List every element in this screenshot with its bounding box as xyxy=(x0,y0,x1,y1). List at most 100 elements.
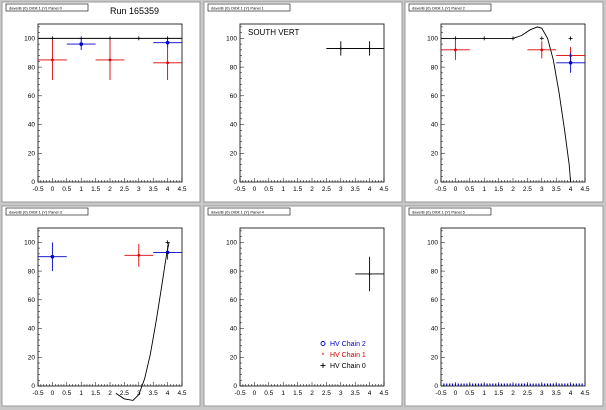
x-tick-label: 1.5 xyxy=(293,186,302,193)
legend-entry: HV Chain 0 xyxy=(320,363,366,370)
y-tick-label: 20 xyxy=(28,150,36,157)
chain0-point xyxy=(482,36,487,41)
x-tick-label: 2 xyxy=(310,186,314,193)
pad-background xyxy=(203,205,403,407)
legend-entry: HV Chain 2 xyxy=(320,341,366,348)
chain0-point xyxy=(568,36,573,41)
baseline-dot xyxy=(555,383,557,386)
pad-title-box: daverB (0) Orbit 1 (Y) Panel 5 xyxy=(408,207,492,216)
y-tick-label: 100 xyxy=(427,240,438,247)
legend-label: HV Chain 1 xyxy=(330,352,366,359)
y-tick-label: 0 xyxy=(434,383,438,390)
y-tick-label: 20 xyxy=(431,354,439,361)
star-marker xyxy=(166,61,170,65)
y-tick-label: 20 xyxy=(230,150,238,157)
x-tick-label: 2.5 xyxy=(120,186,129,193)
baseline-dot xyxy=(451,383,454,386)
x-tick-label: 2 xyxy=(310,390,314,397)
chain2-point xyxy=(66,38,96,50)
pad-title: daverB (0) Orbit 1 (Y) Panel 1 xyxy=(211,6,265,11)
y-tick-label: 40 xyxy=(431,326,439,333)
x-tick-label: 2 xyxy=(511,186,515,193)
x-tick-label: 0.5 xyxy=(62,390,71,397)
x-tick-label: 4.5 xyxy=(580,186,589,193)
x-tick-label: 4 xyxy=(166,186,170,193)
chain2-point xyxy=(38,242,67,272)
x-tick-label: 0 xyxy=(51,186,55,193)
pad-title: daverB (0) Orbit 1 (Y) Panel 0 xyxy=(9,6,63,11)
x-tick-label: -0.5 xyxy=(435,390,447,397)
pad-0: daverB (0) Orbit 1 (Y) Panel 0 Run 165359… xyxy=(1,1,201,203)
x-tick-label: 4 xyxy=(569,390,573,397)
x-tick-label: 0.5 xyxy=(465,390,474,397)
title-box-frame xyxy=(408,207,492,216)
pad-title-box: daverB (0) Orbit 1 (Y) Panel 1 xyxy=(207,3,291,12)
circle-marker xyxy=(79,42,83,46)
y-tick-label: 80 xyxy=(28,64,36,71)
chain0-point xyxy=(108,36,112,41)
y-tick-label: 60 xyxy=(230,93,238,100)
x-tick-label: 1.5 xyxy=(494,390,503,397)
baseline-dot xyxy=(578,383,580,386)
x-tick-label: 0.5 xyxy=(264,186,273,193)
chain1-point xyxy=(441,39,470,60)
star-marker xyxy=(454,48,457,52)
x-tick-label: 1.5 xyxy=(91,390,100,397)
x-tick-label: 3.5 xyxy=(149,186,158,193)
pad-4: daverB (0) Orbit 1 (Y) Panel 4-0.5 0 0.5 1 1… xyxy=(203,205,403,407)
x-tick-label: 0.5 xyxy=(465,186,474,193)
chain1-point xyxy=(124,243,154,267)
baseline-dot xyxy=(564,383,566,386)
x-tick-label: 0 xyxy=(454,390,458,397)
x-tick-label: 4.5 xyxy=(580,390,589,397)
chain0-point xyxy=(539,36,544,41)
baseline-dot xyxy=(518,383,520,386)
run-label: Run 165359 xyxy=(110,6,159,16)
x-axis: -0.5 0 0.5 1 1.5 2 2.5 3 3.5 4 4.5 xyxy=(32,178,187,193)
star-marker xyxy=(51,58,54,62)
y-tick-label: 60 xyxy=(28,297,36,304)
x-tick-label: 4 xyxy=(368,186,372,193)
x-tick-label: 4.5 xyxy=(177,390,186,397)
baseline-dot xyxy=(567,383,569,386)
x-tick-label: -0.5 xyxy=(234,186,246,193)
baseline-dot xyxy=(515,383,517,386)
y-tick-label: 60 xyxy=(431,93,439,100)
pad-background xyxy=(404,205,604,407)
y-tick-label: 60 xyxy=(230,297,238,304)
baseline-dot xyxy=(466,383,468,386)
baseline-dot xyxy=(443,383,445,386)
legend-circle-icon xyxy=(320,341,326,346)
baseline-dot xyxy=(570,383,572,386)
baseline-dot xyxy=(538,383,540,386)
y-tick-label: 0 xyxy=(233,179,237,186)
series-group xyxy=(38,36,182,81)
x-tick-label: 2.5 xyxy=(120,390,129,397)
y-tick-label: 80 xyxy=(431,268,439,275)
y-tick-label: 80 xyxy=(431,64,439,71)
x-tick-label: 1 xyxy=(281,186,285,193)
chain1-point xyxy=(95,39,125,81)
x-tick-label: 4.5 xyxy=(379,186,388,193)
baseline-dot xyxy=(492,383,494,386)
x-tick-label: 4 xyxy=(368,390,372,397)
y-tick-label: 40 xyxy=(28,122,36,129)
x-axis: -0.5 0 0.5 1 1.5 2 2.5 3 3.5 4 4.5 xyxy=(234,382,389,397)
series-group xyxy=(441,26,585,183)
baseline-dot xyxy=(535,383,537,386)
y-axis: 0 20 40 60 80 100 xyxy=(427,26,445,186)
x-tick-label: 3.5 xyxy=(351,390,360,397)
x-tick-label: 4 xyxy=(569,186,573,193)
y-tick-label: 40 xyxy=(28,326,36,333)
x-tick-label: 1.5 xyxy=(293,390,302,397)
baseline-dot xyxy=(546,383,549,386)
pad-title: daverB (0) Orbit 1 (Y) Panel 4 xyxy=(211,210,265,215)
chain2-point xyxy=(556,52,585,73)
baseline-dot xyxy=(489,383,491,386)
baseline-dot xyxy=(460,383,462,386)
x-tick-label: 1 xyxy=(281,390,285,397)
x-tick-label: 2 xyxy=(108,390,112,397)
pad-title-box: daverB (0) Orbit 1 (Y) Panel 3 xyxy=(5,207,89,216)
y-tick-label: 0 xyxy=(434,179,438,186)
x-axis: -0.5 0 0.5 1 1.5 2 2.5 3 3.5 4 4.5 xyxy=(234,178,389,193)
